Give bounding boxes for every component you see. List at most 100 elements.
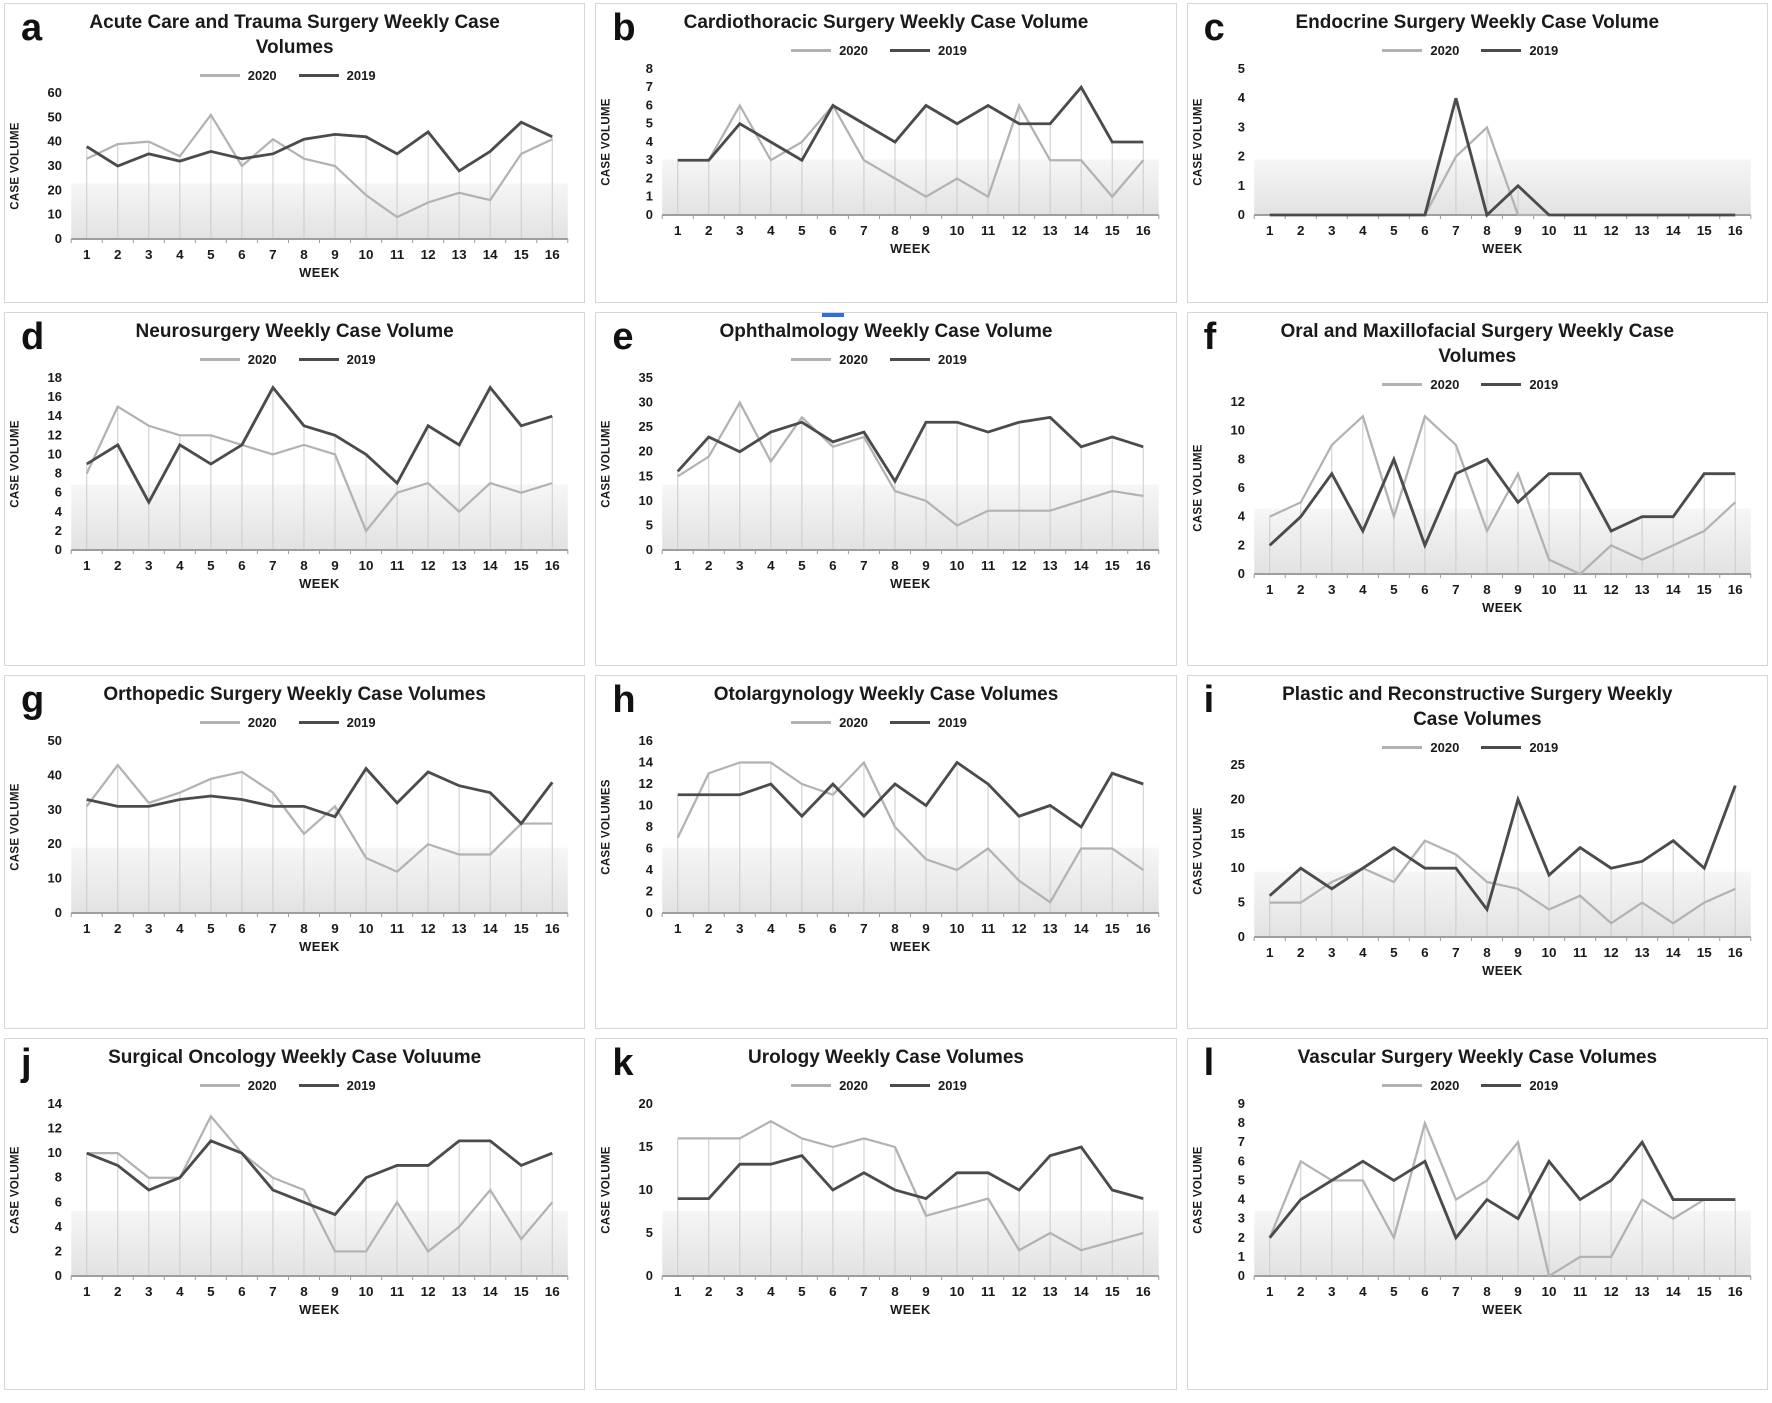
svg-text:16: 16 bbox=[639, 733, 653, 748]
svg-text:14: 14 bbox=[1074, 1284, 1090, 1299]
svg-text:16: 16 bbox=[1136, 921, 1151, 936]
svg-text:5: 5 bbox=[646, 517, 653, 532]
series-2020-line bbox=[1269, 839, 1736, 926]
svg-text:0: 0 bbox=[646, 207, 653, 222]
svg-text:11: 11 bbox=[390, 248, 404, 263]
legend-label-2019: 2019 bbox=[937, 715, 967, 731]
svg-text:0: 0 bbox=[1237, 1268, 1244, 1283]
svg-text:7: 7 bbox=[861, 223, 868, 238]
svg-text:14: 14 bbox=[639, 754, 653, 769]
svg-text:11: 11 bbox=[981, 921, 995, 936]
svg-text:16: 16 bbox=[545, 558, 560, 573]
svg-text:12: 12 bbox=[421, 248, 436, 263]
svg-text:4: 4 bbox=[1359, 946, 1367, 961]
svg-text:35: 35 bbox=[639, 370, 653, 385]
svg-text:12: 12 bbox=[1603, 946, 1618, 961]
svg-text:10: 10 bbox=[1541, 1284, 1556, 1299]
chart-legend-j: 2020 2019 bbox=[5, 1076, 584, 1096]
svg-text:6: 6 bbox=[1421, 583, 1428, 598]
chart-panel-l: l Vascular Surgery Weekly Case Volumes 2… bbox=[1186, 1038, 1768, 1390]
svg-text:4: 4 bbox=[176, 558, 184, 573]
panel-letter-j: j bbox=[21, 1042, 32, 1084]
svg-text:2: 2 bbox=[1297, 223, 1304, 238]
chart-legend-f: 2020 2019 bbox=[1188, 374, 1767, 394]
plot-gradient-band bbox=[1253, 1210, 1751, 1276]
svg-text:2: 2 bbox=[114, 248, 121, 263]
svg-text:8: 8 bbox=[646, 819, 653, 834]
svg-text:4: 4 bbox=[55, 504, 62, 519]
svg-text:6: 6 bbox=[55, 1194, 62, 1209]
plot-gradient-band bbox=[662, 847, 1160, 913]
svg-text:25: 25 bbox=[1230, 758, 1244, 773]
panel-letter-g: g bbox=[21, 679, 45, 721]
drop-lines bbox=[86, 764, 553, 913]
svg-text:20: 20 bbox=[48, 836, 62, 851]
svg-text:15: 15 bbox=[514, 1284, 529, 1299]
svg-text:7: 7 bbox=[646, 79, 653, 94]
drop-lines bbox=[677, 762, 1145, 913]
panel-letter-e: e bbox=[612, 316, 634, 358]
svg-text:16: 16 bbox=[545, 1284, 560, 1299]
svg-text:2: 2 bbox=[1237, 538, 1244, 553]
svg-text:5: 5 bbox=[798, 1284, 805, 1299]
svg-text:10: 10 bbox=[48, 207, 62, 222]
chart-legend-b: 2020 2019 bbox=[596, 41, 1175, 61]
x-axis-title: WEEK bbox=[890, 1302, 931, 1317]
svg-text:15: 15 bbox=[1696, 583, 1711, 598]
svg-text:14: 14 bbox=[483, 1284, 499, 1299]
chart-panel-j: j Surgical Oncology Weekly Case Voluume … bbox=[4, 1038, 586, 1390]
svg-text:9: 9 bbox=[1514, 583, 1521, 598]
svg-text:8: 8 bbox=[646, 61, 653, 76]
legend-label-2019: 2019 bbox=[937, 43, 967, 59]
svg-text:8: 8 bbox=[1483, 1284, 1490, 1299]
svg-text:11: 11 bbox=[390, 558, 404, 573]
svg-text:8: 8 bbox=[300, 921, 307, 936]
svg-text:0: 0 bbox=[1237, 567, 1244, 582]
svg-text:4: 4 bbox=[767, 558, 775, 573]
plot-gradient-band bbox=[1253, 509, 1751, 575]
artifact-blue-dash bbox=[822, 313, 845, 317]
svg-text:15: 15 bbox=[639, 468, 653, 483]
y-tick-labels: 0 1 2 3 4 5 6 7 8 9 bbox=[1237, 1096, 1244, 1283]
chart-title-l: Vascular Surgery Weekly Case Volumes bbox=[1297, 1047, 1658, 1068]
svg-text:10: 10 bbox=[950, 558, 965, 573]
svg-text:5: 5 bbox=[1237, 1172, 1244, 1187]
plot-gradient-band bbox=[662, 1210, 1160, 1276]
svg-text:6: 6 bbox=[1421, 1284, 1428, 1299]
panel-letter-h: h bbox=[612, 679, 636, 721]
svg-text:2: 2 bbox=[55, 1243, 62, 1258]
axis-ticks bbox=[1253, 937, 1751, 942]
svg-text:11: 11 bbox=[1573, 1284, 1587, 1299]
svg-text:1: 1 bbox=[1237, 1249, 1244, 1264]
svg-text:8: 8 bbox=[1483, 223, 1490, 238]
svg-text:4: 4 bbox=[646, 134, 653, 149]
svg-text:1: 1 bbox=[674, 921, 681, 936]
svg-text:3: 3 bbox=[646, 152, 653, 167]
svg-text:12: 12 bbox=[1012, 223, 1027, 238]
chart-panel-h: h Otolargynology Weekly Case Volumes 202… bbox=[595, 675, 1177, 1029]
svg-text:16: 16 bbox=[545, 921, 560, 936]
svg-text:3: 3 bbox=[736, 223, 743, 238]
svg-text:1: 1 bbox=[1266, 223, 1273, 238]
svg-text:3: 3 bbox=[145, 1284, 152, 1299]
svg-text:16: 16 bbox=[545, 248, 560, 263]
svg-text:5: 5 bbox=[1390, 223, 1397, 238]
svg-text:7: 7 bbox=[861, 1284, 868, 1299]
legend-line-2019-icon bbox=[889, 721, 930, 725]
svg-text:25: 25 bbox=[639, 419, 653, 434]
legend-label-2020: 2020 bbox=[839, 1078, 868, 1094]
svg-text:5: 5 bbox=[207, 248, 214, 263]
svg-text:1: 1 bbox=[1237, 178, 1244, 193]
series-2019-line bbox=[86, 765, 554, 826]
chart-panel-e: e Ophthalmology Weekly Case Volume 2020 … bbox=[595, 312, 1177, 666]
svg-text:3: 3 bbox=[145, 248, 152, 263]
legend-line-2019-icon bbox=[889, 358, 930, 362]
legend-label-2019: 2019 bbox=[1529, 1078, 1559, 1094]
svg-text:9: 9 bbox=[331, 921, 338, 936]
legend-line-2020-icon bbox=[791, 358, 832, 362]
legend-line-2019-icon bbox=[1481, 382, 1522, 386]
x-axis-title: WEEK bbox=[890, 939, 931, 954]
